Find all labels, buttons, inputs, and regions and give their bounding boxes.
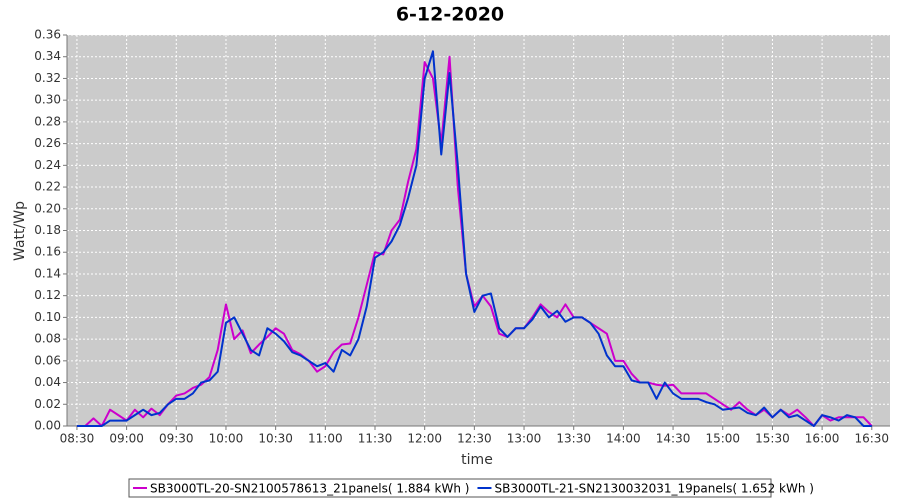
x-tick-label: 08:30 bbox=[60, 432, 95, 446]
x-tick-label: 14:00 bbox=[606, 432, 641, 446]
y-tick-label: 0.16 bbox=[34, 245, 61, 259]
x-tick-label: 12:30 bbox=[457, 432, 492, 446]
y-tick-label: 0.26 bbox=[34, 136, 61, 150]
series-line bbox=[76, 55, 873, 427]
y-tick-label: 0.24 bbox=[34, 158, 61, 172]
x-tick-label: 15:30 bbox=[755, 432, 790, 446]
y-tick-label: 0.12 bbox=[34, 288, 61, 302]
y-tick-label: 0.34 bbox=[34, 49, 61, 63]
x-tick-label: 14:30 bbox=[656, 432, 691, 446]
x-tick-label: 09:30 bbox=[159, 432, 194, 446]
x-tick-label: 10:30 bbox=[258, 432, 293, 446]
legend-label: SB3000TL-20-SN2100578613_21panels( 1.884… bbox=[150, 482, 469, 496]
x-tick-label: 11:30 bbox=[358, 432, 393, 446]
y-tick-label: 0.36 bbox=[34, 28, 61, 42]
y-tick-label: 0.18 bbox=[34, 223, 61, 237]
y-axis-title: Watt/Wp bbox=[12, 201, 28, 261]
series-line bbox=[76, 50, 872, 427]
y-tick-label: 0.08 bbox=[34, 332, 61, 346]
chart-title: 6-12-2020 bbox=[396, 4, 504, 26]
x-tick-label: 16:00 bbox=[805, 432, 840, 446]
x-tick-label: 16:30 bbox=[854, 432, 889, 446]
y-tick-label: 0.32 bbox=[34, 71, 61, 85]
x-tick-label: 10:00 bbox=[209, 432, 244, 446]
y-tick-label: 0.20 bbox=[34, 201, 61, 215]
y-tick-label: 0.30 bbox=[34, 93, 61, 107]
y-tick-label: 0.04 bbox=[34, 375, 61, 389]
y-tick-label: 0.00 bbox=[34, 419, 61, 433]
legend bbox=[128, 478, 772, 498]
y-tick-label: 0.06 bbox=[34, 353, 61, 367]
y-tick-label: 0.10 bbox=[34, 310, 61, 324]
y-tick-label: 0.14 bbox=[34, 266, 61, 280]
x-axis-title: time bbox=[461, 452, 493, 468]
x-tick-label: 11:00 bbox=[308, 432, 343, 446]
plot-area bbox=[67, 35, 890, 426]
x-tick-label: 13:00 bbox=[507, 432, 542, 446]
x-tick-label: 09:00 bbox=[109, 432, 144, 446]
y-tick-label: 0.28 bbox=[34, 114, 61, 128]
x-tick-label: 15:00 bbox=[705, 432, 740, 446]
legend-label: SB3000TL-21-SN2130032031_19panels( 1.652… bbox=[494, 482, 813, 496]
y-tick-label: 0.02 bbox=[34, 397, 61, 411]
y-tick-label: 0.22 bbox=[34, 180, 61, 194]
x-tick-label: 13:30 bbox=[556, 432, 591, 446]
x-tick-label: 12:00 bbox=[407, 432, 442, 446]
